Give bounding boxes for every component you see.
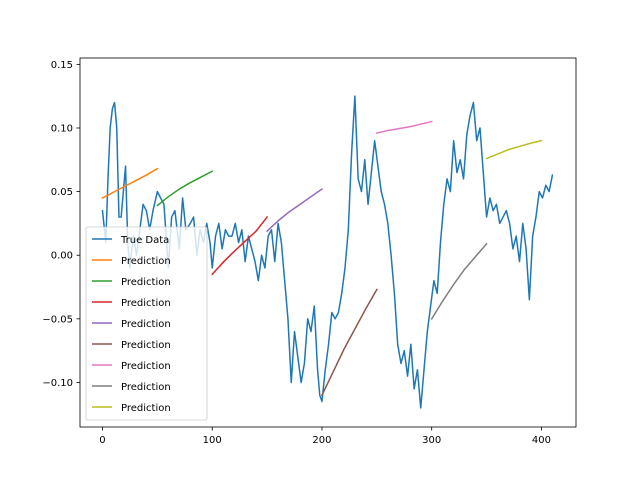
x-axis: 0 100 200 300 400: [99, 427, 551, 446]
series-line-prediction-2: [156, 170, 214, 207]
legend-box: [85, 226, 208, 421]
y-tick-label: 0.10: [51, 123, 73, 134]
legend-label: Prediction: [121, 256, 171, 267]
legend-label: Prediction: [121, 403, 171, 414]
series-line-prediction-5: [320, 288, 378, 397]
y-tick-label: −0.05: [42, 314, 73, 325]
legend-label: Prediction: [121, 319, 171, 330]
series-line-prediction-3: [211, 215, 269, 276]
x-tick-label: 200: [312, 435, 331, 446]
x-tick-label: 100: [203, 435, 222, 446]
plot-frame: [79, 57, 577, 428]
legend-label: Prediction: [121, 382, 171, 393]
y-tick-label: 0.15: [51, 60, 73, 71]
x-tick-label: 0: [99, 435, 105, 446]
series-line-prediction-6: [375, 120, 433, 134]
series-line-prediction-7: [430, 242, 488, 320]
series-line-prediction-1: [101, 167, 159, 199]
legend-label: Prediction: [121, 361, 171, 372]
x-tick-label: 300: [422, 435, 441, 446]
legend-label: Prediction: [121, 298, 171, 309]
legend-label: True Data: [120, 235, 169, 246]
series-line-prediction-4: [266, 188, 324, 233]
y-tick-label: −0.10: [42, 378, 73, 389]
y-axis: 0.15 0.10 0.05 0.00 −0.05 −0.10: [42, 60, 80, 389]
y-tick-label: 0.05: [51, 187, 73, 198]
series-line-prediction-8: [485, 139, 543, 160]
legend: True Data Prediction Prediction Prediction P…: [85, 226, 208, 421]
legend-label: Prediction: [121, 277, 171, 288]
legend-label: Prediction: [121, 340, 171, 351]
x-tick-label: 400: [532, 435, 551, 446]
y-tick-label: 0.00: [51, 251, 73, 262]
